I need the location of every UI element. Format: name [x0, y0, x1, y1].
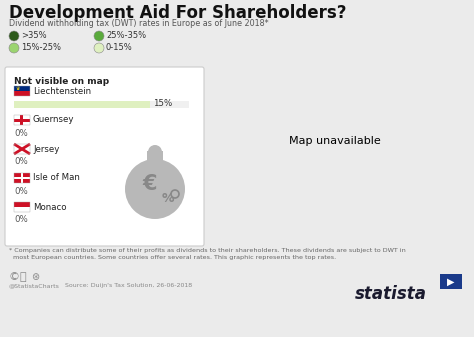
Circle shape: [148, 145, 162, 159]
Bar: [14, 173, 30, 183]
Circle shape: [9, 31, 19, 41]
Text: 0%: 0%: [14, 128, 28, 137]
Text: Not visible on map: Not visible on map: [14, 77, 109, 86]
Text: @StatistaCharts: @StatistaCharts: [9, 283, 60, 288]
Text: ⊛: ⊛: [31, 272, 39, 282]
Text: 25%-35%: 25%-35%: [106, 31, 146, 40]
Text: Isle of Man: Isle of Man: [33, 174, 80, 183]
Bar: [14, 119, 30, 122]
Text: * Companies can distribute some of their profits as dividends to their sharehold: * Companies can distribute some of their…: [9, 248, 406, 253]
Text: Monaco: Monaco: [33, 203, 66, 212]
Text: 0-15%: 0-15%: [106, 43, 133, 53]
Text: statista: statista: [355, 285, 427, 303]
Text: 0%: 0%: [14, 157, 28, 166]
Text: ©: ©: [9, 272, 20, 282]
Bar: [21, 173, 23, 183]
Bar: [14, 115, 30, 125]
Text: Liechtenstein: Liechtenstein: [33, 87, 91, 95]
FancyBboxPatch shape: [5, 67, 204, 246]
Text: Guernsey: Guernsey: [33, 116, 74, 124]
Circle shape: [9, 43, 19, 53]
Bar: [14, 100, 189, 108]
Bar: [20, 115, 24, 125]
Bar: [0, 0, 474, 137]
Circle shape: [94, 31, 104, 41]
Bar: [440, 274, 462, 289]
Bar: [14, 144, 30, 154]
Bar: [14, 144, 30, 154]
Bar: [14, 207, 30, 212]
Text: Development Aid For Shareholders?: Development Aid For Shareholders?: [9, 4, 346, 22]
Text: 15%-25%: 15%-25%: [21, 43, 61, 53]
Bar: [147, 151, 163, 161]
Text: Dividend withholding tax (DWT) rates in Europe as of June 2018*: Dividend withholding tax (DWT) rates in …: [9, 19, 269, 28]
Text: ♛: ♛: [15, 86, 20, 91]
Bar: [14, 202, 30, 212]
Bar: [14, 91, 30, 96]
Bar: [14, 173, 30, 183]
Bar: [14, 100, 151, 108]
Text: 0%: 0%: [14, 215, 28, 224]
Bar: [14, 202, 30, 207]
Text: Source: Duijn's Tax Solution, 26-06-2018: Source: Duijn's Tax Solution, 26-06-2018: [65, 283, 192, 288]
Text: 0%: 0%: [14, 186, 28, 195]
Text: >35%: >35%: [21, 31, 46, 40]
Text: ▶: ▶: [447, 276, 455, 286]
Bar: [14, 115, 30, 125]
Text: 15%: 15%: [154, 99, 173, 109]
Text: €: €: [143, 174, 157, 194]
Text: %: %: [162, 192, 174, 206]
Bar: [14, 177, 30, 179]
Circle shape: [94, 43, 104, 53]
Text: Jersey: Jersey: [33, 145, 59, 153]
Text: ⓘ: ⓘ: [20, 272, 27, 282]
Text: Map unavailable: Map unavailable: [290, 136, 381, 146]
Text: most European countries. Some countries offer several rates. This graphic repres: most European countries. Some countries …: [9, 255, 336, 260]
Bar: [14, 86, 30, 96]
Circle shape: [125, 159, 185, 219]
Bar: [14, 86, 30, 91]
